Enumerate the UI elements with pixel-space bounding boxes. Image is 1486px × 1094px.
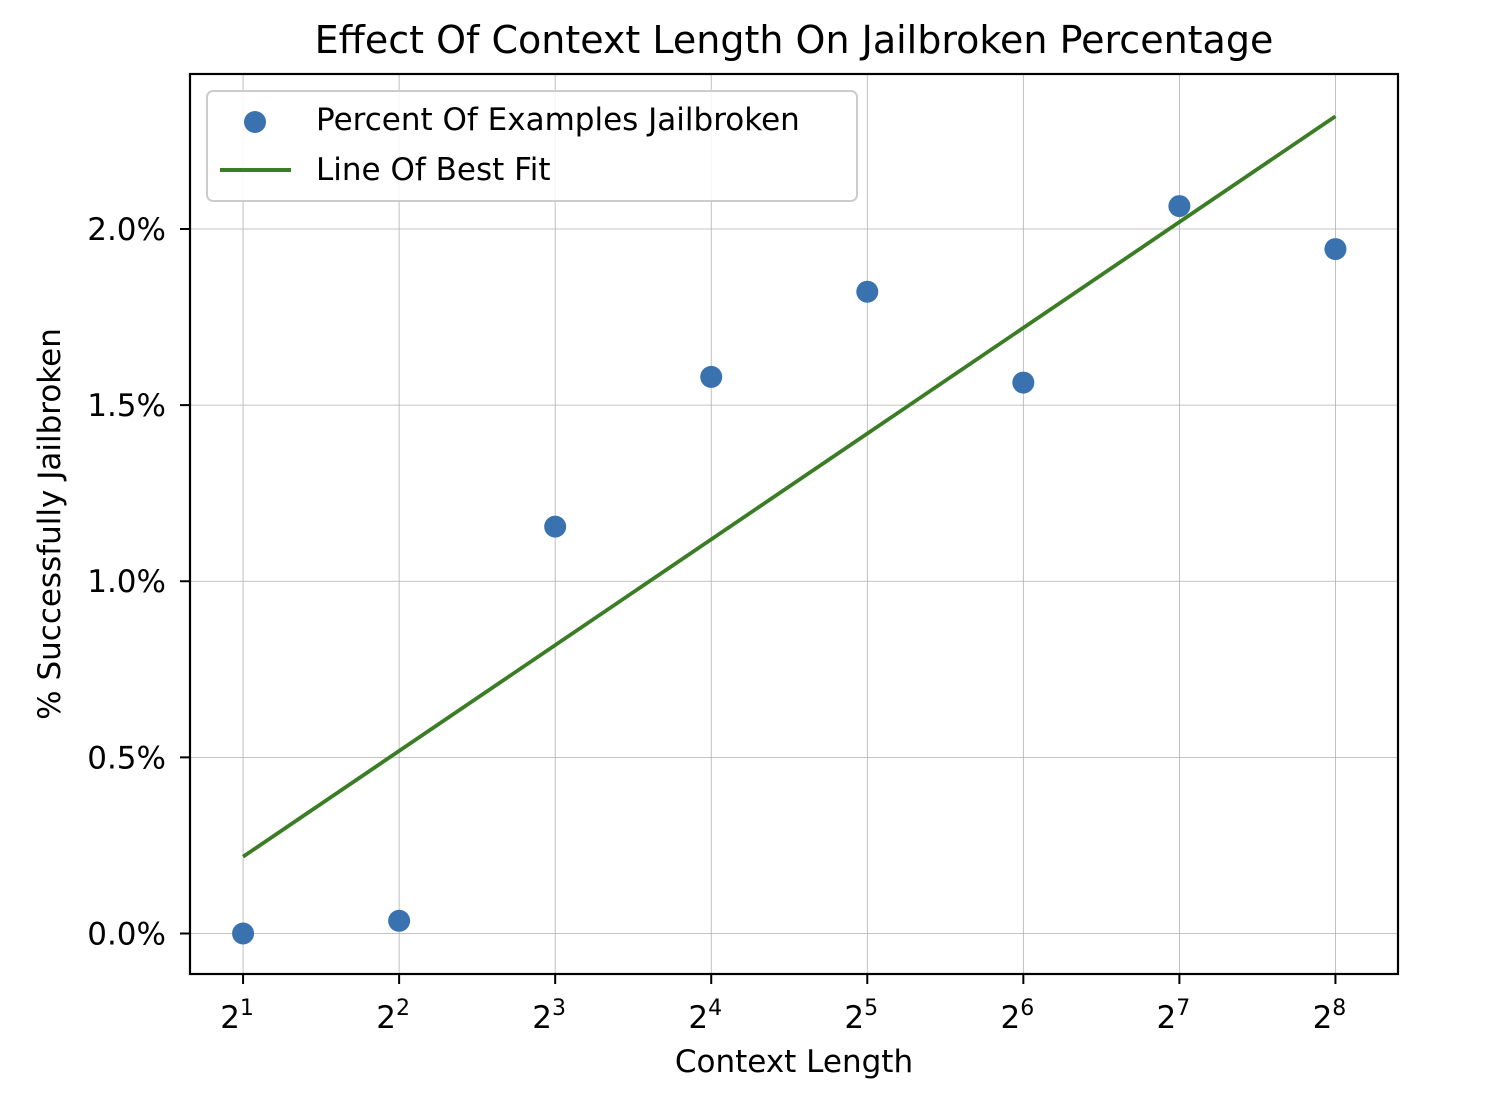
x-tick-label: 26 — [1000, 996, 1034, 1036]
legend-label-scatter: Percent Of Examples Jailbroken — [316, 102, 800, 138]
x-tick-label: 21 — [220, 996, 254, 1036]
best-fit-line — [242, 114, 1337, 859]
y-tick-label: 2.0% — [87, 212, 166, 248]
x-tick-label: 27 — [1157, 996, 1191, 1036]
x-axis-label: Context Length — [675, 1044, 913, 1080]
y-tick-label: 0.0% — [87, 916, 166, 952]
scatter-point — [700, 365, 723, 388]
y-ticks: 0.0% 0.5% 1.0% 1.5% 2.0% — [87, 212, 190, 952]
scatter-point — [232, 922, 255, 945]
x-tick-label: 24 — [688, 996, 722, 1036]
y-axis-label: % Successfully Jailbroken — [32, 328, 68, 720]
scatter-point — [388, 909, 411, 932]
legend-label-line: Line Of Best Fit — [316, 152, 550, 188]
x-tick-label: 23 — [532, 996, 566, 1036]
legend-marker-scatter — [244, 111, 266, 133]
legend: Percent Of Examples Jailbroken Line Of B… — [206, 90, 858, 202]
scatter-point — [544, 515, 567, 538]
x-tick-label: 25 — [844, 996, 878, 1036]
plot-frame — [188, 72, 1400, 976]
y-tick-label: 0.5% — [87, 740, 166, 776]
scatter-point — [856, 280, 879, 303]
legend-box — [206, 90, 858, 202]
scatter-point — [1168, 195, 1191, 218]
y-tick-label: 1.0% — [87, 564, 166, 600]
scatter-point — [1324, 238, 1347, 261]
scatter-point — [1012, 371, 1035, 394]
x-tick-label: 22 — [376, 996, 410, 1036]
chart-title: Effect Of Context Length On Jailbroken P… — [315, 18, 1274, 62]
y-tick-label: 1.5% — [87, 388, 166, 424]
x-ticks: 21 22 23 24 25 26 27 28 — [220, 974, 1346, 1036]
x-tick-label: 28 — [1313, 996, 1347, 1036]
series-layer — [232, 114, 1347, 945]
